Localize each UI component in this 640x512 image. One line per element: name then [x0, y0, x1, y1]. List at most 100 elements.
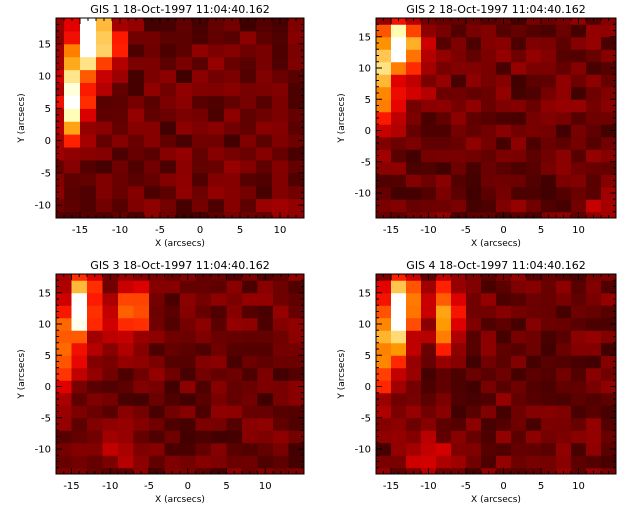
heatmap-cell: [571, 111, 587, 125]
heatmap-cell: [421, 161, 437, 175]
heatmap-cell: [421, 186, 437, 200]
x-tick-label: -10: [420, 481, 436, 492]
x-tick-label: 5: [223, 481, 229, 492]
heatmap-cell: [96, 108, 113, 122]
heatmap-cell: [526, 274, 542, 281]
heatmap-cell: [208, 121, 225, 135]
heatmap-cell: [526, 367, 542, 381]
heatmap-cells: [376, 18, 617, 219]
heatmap-cell: [481, 174, 497, 188]
heatmap-cell: [451, 317, 467, 331]
heatmap-cell: [226, 405, 243, 419]
heatmap-cell: [526, 342, 542, 356]
heatmap-cell: [80, 43, 97, 58]
heatmap-cell: [601, 161, 617, 175]
heatmap-cell: [176, 172, 193, 187]
heatmap-cell: [64, 134, 81, 148]
heatmap-cell: [496, 430, 512, 444]
heatmap-cell: [436, 61, 452, 75]
heatmap-cell: [288, 330, 305, 344]
heatmap-cell: [466, 274, 482, 281]
heatmap-cell: [481, 417, 497, 431]
heatmap-cell: [601, 186, 617, 200]
heatmap-cell: [71, 367, 88, 381]
heatmap-cell: [118, 342, 134, 356]
heatmap-cell: [526, 18, 542, 25]
heatmap-cell: [112, 43, 129, 58]
heatmap-cell: [496, 149, 512, 163]
heatmap-cell: [128, 134, 145, 148]
heatmap-cell: [71, 330, 88, 344]
heatmap-cell: [391, 49, 407, 63]
heatmap-cell: [64, 185, 81, 200]
heatmap-cell: [176, 30, 193, 45]
y-tick-label: 15: [358, 32, 371, 43]
heatmap-cell: [541, 417, 557, 431]
heatmap-cell: [481, 455, 497, 469]
heatmap-cell: [224, 30, 241, 45]
heatmap-cell: [242, 342, 258, 356]
heatmap-cell: [71, 317, 88, 331]
heatmap-cell: [376, 330, 392, 344]
heatmap-cell: [601, 305, 617, 319]
heatmap-cell: [288, 280, 305, 294]
heatmap-cell: [421, 405, 437, 419]
heatmap-cell: [466, 86, 482, 100]
heatmap-cell: [406, 430, 422, 444]
heatmap-cell: [242, 367, 258, 381]
heatmap-cell: [112, 121, 129, 135]
heatmap-cell: [80, 159, 97, 174]
heatmap-cell: [64, 95, 81, 109]
heatmap-cell: [256, 82, 273, 96]
heatmap-cell: [256, 56, 273, 71]
heatmap-cell: [601, 430, 617, 444]
heatmap-cell: [586, 18, 602, 25]
heatmap-cell: [436, 18, 452, 25]
heatmap-cell: [496, 317, 512, 331]
heatmap-cell: [496, 292, 512, 306]
heatmap-cell: [601, 355, 617, 369]
heatmap-cell: [586, 330, 602, 344]
heatmap-cell: [421, 149, 437, 163]
heatmap-cell: [208, 159, 225, 174]
heatmap-cell: [96, 198, 113, 213]
heatmap-cell: [436, 417, 452, 431]
heatmap-cell: [601, 280, 617, 294]
heatmap-cell: [466, 405, 482, 419]
heatmap-cell: [133, 355, 150, 369]
heatmap-cell: [481, 430, 497, 444]
heatmap-cell: [211, 305, 227, 319]
heatmap-cell: [56, 405, 72, 419]
heatmap-cell: [511, 430, 527, 444]
heatmap-cell: [466, 49, 482, 63]
heatmap-cell: [466, 367, 482, 381]
heatmap-cell: [80, 95, 97, 109]
heatmap-cell: [391, 355, 407, 369]
heatmap-cell: [195, 355, 212, 369]
heatmap-cell: [451, 380, 467, 394]
x-tick-label: -10: [102, 481, 118, 492]
heatmap-cell: [144, 43, 161, 58]
heatmap-cell: [71, 274, 88, 281]
heatmap-cell: [192, 30, 209, 45]
heatmap-cell: [451, 367, 467, 381]
heatmap-cell: [87, 405, 103, 419]
heatmap-cell: [391, 136, 407, 150]
heatmap-cell: [128, 69, 145, 84]
heatmap-cell: [376, 274, 392, 281]
heatmap-cell: [71, 442, 88, 456]
heatmap-cell: [601, 417, 617, 431]
heatmap-cell: [421, 442, 437, 456]
heatmap-cell: [128, 172, 145, 187]
heatmap-cell: [242, 305, 258, 319]
heatmap-cell: [421, 330, 437, 344]
heatmap-cell: [496, 136, 512, 150]
heatmap-cell: [80, 30, 97, 45]
heatmap-cell: [272, 185, 289, 200]
heatmap-cell: [571, 417, 587, 431]
heatmap-cell: [466, 355, 482, 369]
heatmap-cell: [192, 95, 209, 109]
heatmap-cell: [195, 380, 212, 394]
heatmap-cell: [208, 147, 225, 161]
heatmap-cell: [541, 136, 557, 150]
